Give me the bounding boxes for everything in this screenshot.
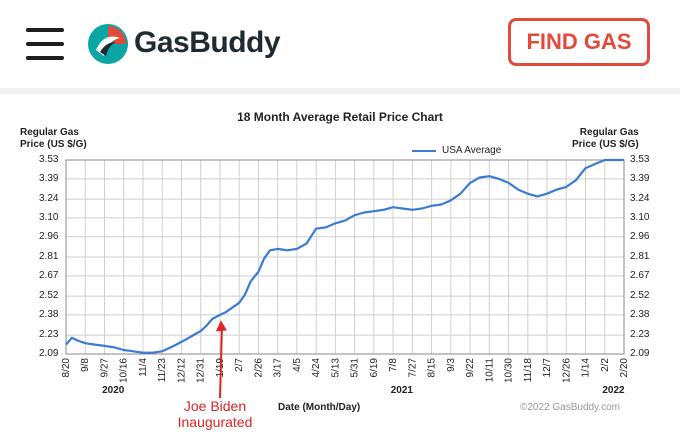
x-tick-label: 4/24: [311, 358, 322, 378]
x-year-label: 2021: [390, 385, 413, 396]
x-tick-label: 2/2: [600, 358, 611, 372]
app-header: GasBuddy FIND GAS: [0, 0, 680, 88]
x-tick-label: 8/20: [61, 358, 72, 378]
x-tick-label: 2/7: [234, 358, 245, 372]
x-tick-label: 10/16: [119, 358, 130, 383]
x-tick-label: 2/20: [619, 358, 630, 378]
y-tick-label-left: 2.81: [39, 251, 59, 262]
y-axis-title-left: Regular Gas Price (US $/G): [20, 127, 87, 151]
legend-swatch: [412, 150, 436, 152]
annotation-arrow-line: [219, 328, 223, 399]
x-tick-label: 7/27: [407, 358, 418, 378]
y-axis-title-line1: Regular Gas: [20, 127, 79, 138]
x-tick-label: 9/8: [80, 358, 91, 372]
y-tick-label-left: 2.23: [39, 329, 59, 341]
x-tick-label: 8/15: [427, 358, 438, 378]
y-tick-label-right: 2.09: [630, 348, 650, 359]
x-year-label: 2020: [102, 385, 125, 396]
menu-icon[interactable]: [26, 28, 64, 60]
x-tick-label: 11/23: [157, 358, 168, 383]
annotation-arrow-head: [215, 320, 227, 332]
y-tick-label-right: 3.10: [630, 211, 650, 223]
x-tick-label: 6/19: [369, 358, 380, 378]
y-tick-label-left: 2.67: [39, 269, 59, 281]
biden-annotation: Joe Biden Inaugurated: [160, 398, 270, 430]
x-tick-label: 9/22: [465, 358, 476, 378]
copyright-text: ©2022 GasBuddy.com: [520, 402, 621, 413]
x-tick-label: 5/31: [350, 358, 361, 378]
y-tick-label-left: 2.09: [39, 348, 59, 359]
y-tick-label-left: 2.52: [39, 290, 59, 302]
series-line-usa-average: [65, 158, 624, 354]
x-tick-label: 12/31: [196, 358, 207, 383]
brand-name: GasBuddy: [134, 26, 281, 59]
y-tick-label-right: 3.39: [630, 172, 650, 184]
x-tick-label: 11/4: [138, 358, 149, 377]
y-tick-label-right: 2.96: [630, 230, 650, 242]
annotation-line2: Inaugurated: [177, 414, 253, 430]
x-tick-label: 12/12: [176, 358, 187, 383]
y-tick-label-left: 3.53: [39, 154, 59, 165]
x-tick-label: 12/26: [561, 358, 572, 383]
x-tick-label: 4/5: [292, 358, 303, 372]
x-tick-label: 10/30: [504, 358, 515, 383]
y-tick-label-right: 2.52: [630, 290, 650, 302]
y-axis-title-line2: Price (US $/G): [572, 139, 639, 150]
y-tick-label-left: 3.39: [39, 172, 59, 184]
x-tick-label: 9/3: [446, 358, 457, 372]
y-axis-title-right: Regular Gas Price (US $/G): [572, 127, 639, 151]
y-tick-label-left: 3.24: [39, 193, 59, 205]
chart-title: 18 Month Average Retail Price Chart: [237, 110, 443, 124]
annotation-line1: Joe Biden: [183, 398, 247, 414]
y-tick-label-right: 3.53: [630, 154, 650, 165]
y-tick-label-right: 2.23: [630, 329, 650, 341]
legend-label: USA Average: [442, 145, 502, 156]
x-tick-label: 1/14: [581, 358, 592, 378]
x-tick-label: 10/11: [484, 358, 495, 383]
x-axis-title: Date (Month/Day): [278, 402, 361, 413]
x-year-label: 2022: [602, 385, 625, 396]
plot-border: [65, 159, 625, 355]
y-tick-label-left: 2.38: [39, 308, 59, 320]
x-tick-label: 5/13: [330, 358, 341, 378]
x-tick-label: 7/8: [388, 358, 399, 372]
x-tick-label: 12/7: [542, 358, 553, 378]
gasbuddy-logo[interactable]: GasBuddy: [86, 22, 286, 66]
x-tick-label: 2/26: [253, 358, 264, 378]
y-axis-title-line2: Price (US $/G): [20, 139, 87, 150]
y-tick-label-left: 3.10: [39, 211, 59, 223]
y-axis-title-line1: Regular Gas: [579, 127, 639, 138]
y-tick-label-right: 2.38: [630, 308, 650, 320]
y-tick-label-right: 2.81: [630, 251, 650, 262]
header-divider: [0, 88, 680, 94]
find-gas-button[interactable]: FIND GAS: [508, 18, 650, 66]
x-tick-label: 9/27: [99, 358, 110, 378]
x-tick-label: 3/17: [273, 358, 284, 378]
gasbuddy-logo-icon: [88, 24, 128, 64]
y-tick-label-right: 3.24: [630, 193, 650, 205]
y-tick-label-right: 2.67: [630, 269, 650, 281]
x-tick-label: 11/18: [523, 358, 534, 383]
y-tick-label-left: 2.96: [39, 230, 59, 242]
